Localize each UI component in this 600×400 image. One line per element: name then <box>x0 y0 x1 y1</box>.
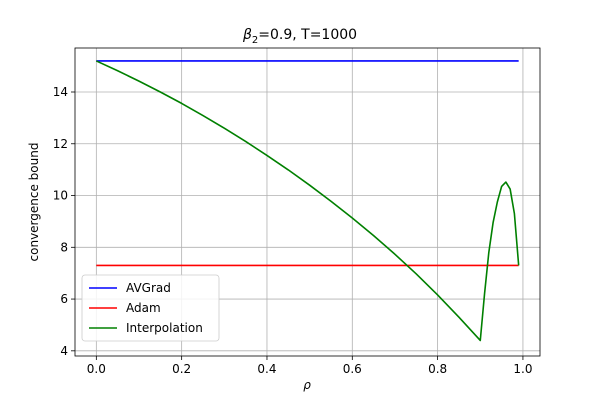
chart-title-rest: =0.9, T=1000 <box>258 27 357 43</box>
chart-title-sub: 2 <box>252 35 258 46</box>
legend-label-interpolation: Interpolation <box>126 321 203 335</box>
x-tick-label: 1.0 <box>513 362 532 376</box>
y-tick-label: 6 <box>60 292 68 306</box>
ticks-layer: 0.0 0.2 0.4 0.6 0.8 1.0 4 6 8 10 12 14 <box>53 85 533 376</box>
series-layer <box>95 60 520 342</box>
y-axis-label: convergence bound <box>27 143 41 262</box>
legend: AVGrad Adam Interpolation <box>81 274 220 342</box>
series-line-interpolation <box>95 60 520 342</box>
chart-title-base: β <box>242 27 252 43</box>
y-tick-label: 4 <box>60 344 68 358</box>
legend-label-adam: Adam <box>126 301 161 315</box>
x-axis-label: ρ <box>303 378 311 392</box>
y-tick-label: 8 <box>60 240 68 254</box>
y-tick-label: 10 <box>53 189 68 203</box>
x-tick-label: 0.6 <box>343 362 362 376</box>
legend-label-avgrad: AVGrad <box>126 281 171 295</box>
y-tick-label: 12 <box>53 137 68 151</box>
x-tick-label: 0.8 <box>428 362 447 376</box>
x-tick-label: 0.0 <box>87 362 106 376</box>
chart-title: β2=0.9, T=1000 <box>242 27 357 46</box>
plot-area-frame <box>74 47 541 357</box>
x-tick-label: 0.2 <box>172 362 191 376</box>
legend-box <box>81 274 220 342</box>
y-tick-label: 14 <box>53 85 68 99</box>
x-tick-label: 0.4 <box>257 362 276 376</box>
